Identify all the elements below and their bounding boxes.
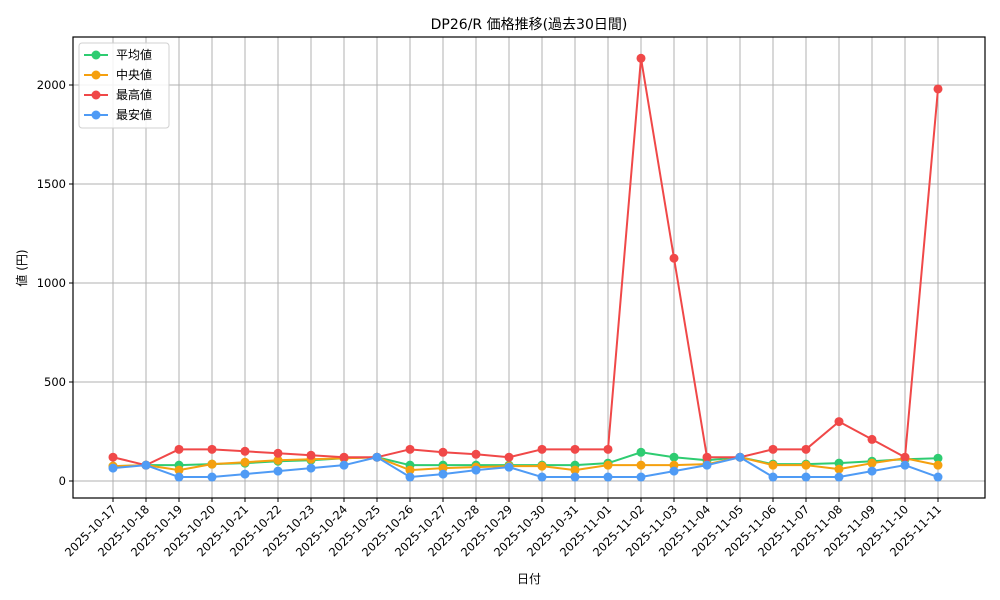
data-point [141, 460, 151, 470]
data-point [801, 444, 811, 454]
legend-box [78, 42, 170, 129]
data-point [636, 460, 646, 470]
data-point [405, 465, 415, 475]
data-point [636, 472, 646, 482]
data-point [933, 84, 943, 94]
data-point [438, 447, 448, 457]
data-point [240, 446, 250, 456]
data-point [339, 452, 349, 462]
data-point [933, 460, 943, 470]
data-point [900, 452, 910, 462]
data-point [669, 253, 679, 263]
legend-marker-icon [91, 50, 101, 60]
data-point [834, 464, 844, 474]
data-point [669, 452, 679, 462]
data-point [867, 458, 877, 468]
data-point [537, 472, 547, 482]
legend-marker-icon [91, 70, 101, 80]
data-point [768, 444, 778, 454]
data-point [438, 469, 448, 479]
data-point [306, 463, 316, 473]
plot-frame [72, 36, 986, 499]
data-point [273, 466, 283, 476]
data-point [273, 455, 283, 465]
y-tick-label: 2000 [37, 78, 66, 92]
data-point [240, 469, 250, 479]
data-point [867, 466, 877, 476]
data-point [603, 444, 613, 454]
data-point [339, 460, 349, 470]
data-point [174, 465, 184, 475]
data-point [537, 461, 547, 471]
data-point [207, 459, 217, 469]
data-point [603, 472, 613, 482]
data-point [108, 452, 118, 462]
data-point [504, 452, 514, 462]
legend-label: 最高値 [116, 87, 152, 102]
data-point [636, 53, 646, 63]
data-point [801, 472, 811, 482]
data-point [207, 472, 217, 482]
x-axis-label: 日付 [517, 572, 541, 586]
legend-item: 平均値 [84, 47, 152, 62]
data-point [570, 444, 580, 454]
y-tick-label: 500 [44, 375, 66, 389]
series-layer [108, 53, 943, 482]
data-point [834, 417, 844, 427]
data-point [207, 444, 217, 454]
data-point [537, 444, 547, 454]
data-point [108, 463, 118, 473]
legend-item: 最安値 [84, 107, 152, 122]
series-line [108, 53, 943, 470]
data-point [768, 460, 778, 470]
data-point [636, 447, 646, 457]
legend-label: 平均値 [116, 47, 152, 62]
data-point [933, 472, 943, 482]
data-point [504, 462, 514, 472]
data-point [801, 460, 811, 470]
data-point [240, 457, 250, 467]
data-point [471, 449, 481, 459]
grid-lines [73, 37, 985, 498]
data-point [702, 460, 712, 470]
data-point [372, 452, 382, 462]
data-point [867, 434, 877, 444]
data-point [174, 472, 184, 482]
x-axis-ticks: 2025-10-172025-10-182025-10-192025-10-20… [62, 498, 944, 559]
data-point [570, 465, 580, 475]
data-point [570, 472, 580, 482]
legend-item: 中央値 [84, 67, 152, 82]
series-line [108, 452, 943, 482]
y-tick-label: 0 [59, 474, 66, 488]
data-point [273, 448, 283, 458]
data-point [306, 450, 316, 460]
data-point [834, 472, 844, 482]
data-point [669, 466, 679, 476]
y-tick-label: 1000 [37, 276, 66, 290]
data-point [471, 465, 481, 475]
data-point [405, 472, 415, 482]
data-point [702, 452, 712, 462]
data-point [768, 472, 778, 482]
data-point [900, 460, 910, 470]
data-point [735, 452, 745, 462]
legend-marker-icon [91, 90, 101, 100]
legend-label: 最安値 [116, 107, 152, 122]
data-point [603, 460, 613, 470]
legend-marker-icon [91, 110, 101, 120]
chart-title: DP26/R 価格推移(過去30日間) [431, 17, 628, 33]
data-point [174, 444, 184, 454]
legend-label: 中央値 [116, 67, 152, 82]
data-point [933, 453, 943, 463]
y-tick-label: 1500 [37, 177, 66, 191]
data-point [405, 444, 415, 454]
legend-item: 最高値 [84, 87, 152, 102]
y-axis-ticks: 0 500 1000 1500 2000 [37, 78, 73, 488]
y-axis-label: 値 (円) [14, 249, 29, 286]
